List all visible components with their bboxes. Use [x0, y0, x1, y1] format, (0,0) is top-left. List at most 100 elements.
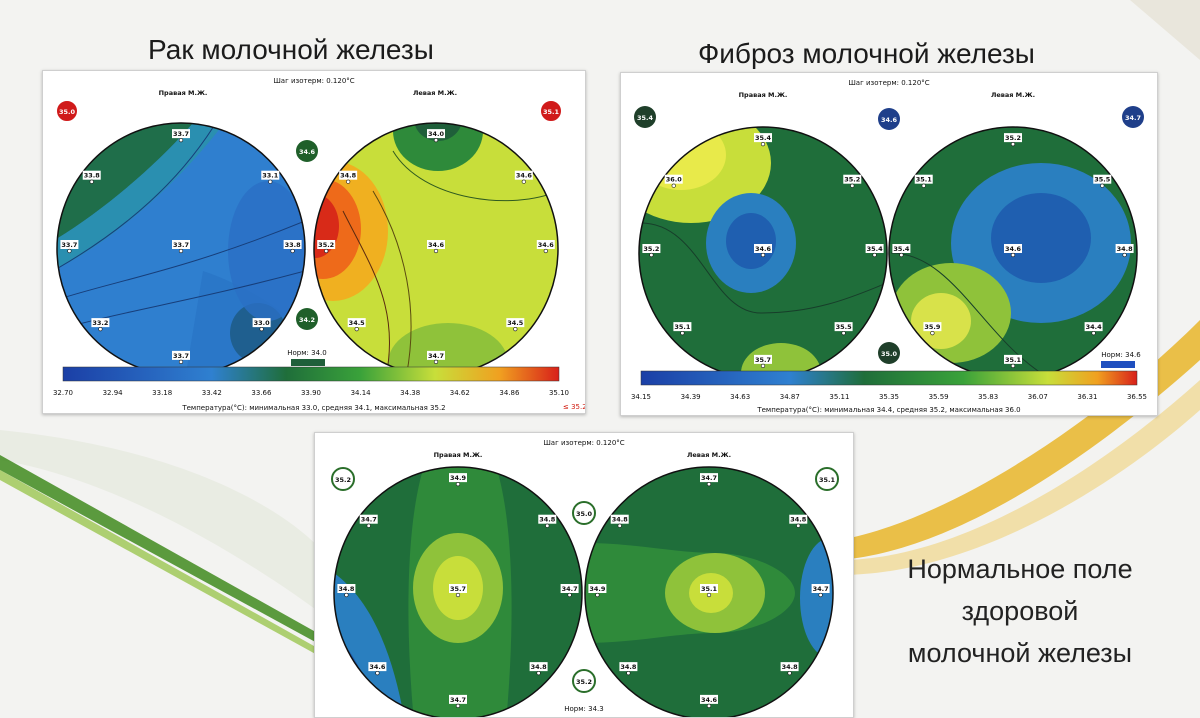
measure-point-box — [754, 133, 772, 143]
scale-tick-label: 34.86 — [499, 389, 520, 397]
svg-text:34.2: 34.2 — [299, 316, 315, 324]
measure-point-value: 33.2 — [92, 319, 108, 327]
measure-point-dot — [617, 523, 622, 528]
measure-point-box — [172, 350, 190, 360]
measure-point-dot — [1010, 252, 1016, 258]
measure-point-dot — [259, 327, 264, 332]
measure-point-dot — [680, 331, 685, 336]
color-scale-bar — [640, 370, 1138, 386]
measure-point-dot — [567, 592, 572, 598]
measure-point-box — [1004, 133, 1022, 143]
measure-point-box — [337, 584, 356, 593]
measure-point-value: 34.7 — [701, 474, 717, 482]
measure-point-box — [700, 694, 718, 704]
scale-extra: ≤ 35.20 — [563, 403, 585, 411]
left-breast-label: Левая М.Ж. — [991, 91, 1035, 99]
svg-text:35.0: 35.0 — [881, 350, 898, 358]
measure-point-dot — [818, 592, 823, 598]
left-breast-label: Левая М.Ж. — [687, 451, 731, 459]
measure-point-value: 35.4 — [893, 245, 910, 253]
measure-point-dot — [545, 523, 550, 528]
measure-point-dot — [899, 252, 904, 258]
measure-point-value: 34.8 — [612, 516, 629, 524]
measure-point-dot — [872, 252, 877, 258]
right-points: 33.7 33.8 33.1 33.7 33.7 33.8 33.2 33.0 33.7 — [60, 129, 302, 364]
measure-point-dot — [178, 248, 184, 254]
isotherm-step: Шаг изотерм: 0.120°С — [273, 77, 354, 85]
measure-point-box — [82, 170, 101, 180]
measure-point-dot — [67, 248, 72, 254]
measure-point-value: 34.6 — [516, 172, 533, 180]
measure-point-dot — [513, 327, 518, 332]
measure-point-value: 34.8 — [782, 663, 799, 671]
measure-point-value: 34.6 — [755, 245, 772, 253]
measure-point-value: 34.5 — [507, 319, 524, 327]
measure-point-dot — [268, 179, 273, 184]
measure-point-box — [317, 240, 336, 249]
measure-point-box — [754, 354, 772, 364]
measure-point-value: 35.2 — [318, 241, 334, 249]
scale-tick-label: 33.90 — [301, 389, 321, 397]
scale-tick-label: 35.35 — [879, 393, 899, 401]
measure-point-value: 34.9 — [450, 474, 467, 482]
measure-point-box — [865, 244, 884, 253]
measure-point-value: 34.7 — [562, 585, 578, 593]
measure-point-value: 34.8 — [338, 585, 355, 593]
measure-point-box — [449, 473, 467, 483]
measure-point-box — [700, 473, 718, 483]
measure-point-dot — [521, 179, 526, 184]
scale-tick-label: 35.10 — [549, 389, 569, 397]
measure-point-box — [619, 662, 638, 672]
svg-text:34.6: 34.6 — [881, 116, 898, 124]
normal-caption-line-1: Нормальное поле — [907, 554, 1133, 584]
measure-point-box — [789, 514, 808, 524]
measure-point-dot — [346, 179, 351, 184]
measure-point-dot — [344, 592, 349, 598]
badge-right-max: 35.0 — [55, 99, 79, 123]
measure-point-dot — [433, 248, 439, 254]
measure-point-box — [560, 584, 579, 593]
measure-point-value: 33.7 — [61, 241, 77, 249]
measure-point-value: 34.7 — [450, 696, 466, 704]
measure-point-dot — [850, 183, 855, 188]
measure-point-value: 33.1 — [262, 172, 279, 180]
scale-tick-label: 34.63 — [730, 393, 750, 401]
measure-point-value: 34.7 — [361, 516, 377, 524]
measure-point-dot — [760, 252, 766, 258]
measure-point-dot — [787, 671, 792, 676]
measure-point-value: 35.2 — [1005, 134, 1021, 142]
badge-right-max: 35.2 — [331, 467, 355, 491]
right-breast-label: Правая М.Ж. — [434, 451, 483, 459]
svg-text:35.1: 35.1 — [819, 476, 836, 484]
measure-point-box — [449, 694, 467, 704]
svg-text:34.7: 34.7 — [1125, 114, 1141, 122]
thermogram-left-normal — [585, 467, 833, 717]
measure-point-box — [843, 174, 862, 184]
badge-left-max: 35.1 — [539, 99, 563, 123]
right-breast-label: Правая М.Ж. — [739, 91, 788, 99]
measure-point-value: 34.6 — [1005, 245, 1022, 253]
badge-left-max: 34.7 — [1122, 106, 1144, 128]
scale-tick-label: 33.66 — [251, 389, 272, 397]
measure-point-box — [1004, 244, 1022, 253]
measure-point-dot — [760, 142, 766, 147]
measure-point-box — [172, 240, 190, 249]
measure-point-box — [923, 322, 942, 332]
color-scale-bar — [62, 366, 560, 382]
measure-point-value: 34.6 — [701, 696, 718, 704]
measure-point-box — [811, 584, 830, 593]
measure-point-value: 35.1 — [674, 323, 691, 331]
scale-tick-label: 34.38 — [400, 389, 420, 397]
measure-point-value: 33.7 — [173, 241, 189, 249]
badge-right-max: 35.4 — [634, 106, 656, 128]
measure-point-box — [529, 662, 548, 672]
measure-point-box — [91, 318, 110, 328]
scale-tick-label: 32.94 — [103, 389, 124, 397]
measure-point-box — [347, 318, 366, 328]
measure-point-dot — [98, 327, 103, 332]
scale-tick-label: 34.87 — [780, 393, 800, 401]
measure-point-value: 34.5 — [349, 319, 366, 327]
scale-tick-label: 32.70 — [53, 389, 73, 397]
measure-point-value: 33.0 — [254, 319, 271, 327]
